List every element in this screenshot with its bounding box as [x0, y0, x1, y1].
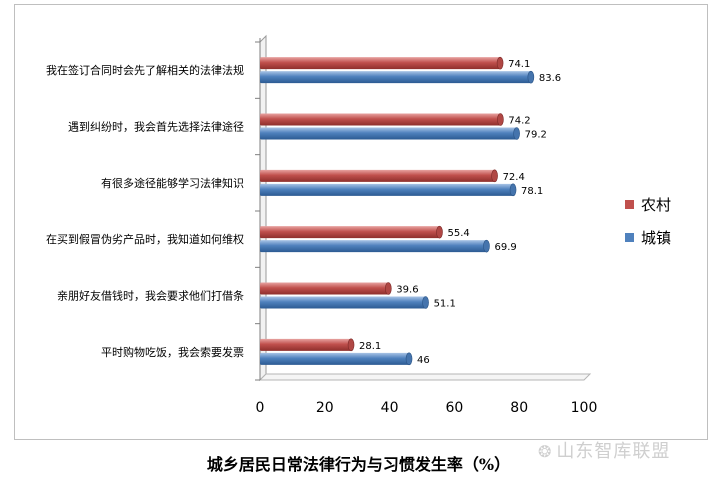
category-label: 遇到纠纷时，我会首先选择法律途径	[68, 120, 244, 134]
x-tick-label: 0	[256, 400, 265, 416]
category-label: 平时购物吃饭，我会索要发票	[101, 345, 244, 359]
bar-urban	[260, 127, 520, 140]
watermark-text: 山东智库联盟	[556, 441, 671, 462]
wechat-icon: ❂	[538, 442, 553, 461]
bar-urban	[260, 352, 413, 366]
data-label: 78.1	[521, 186, 543, 197]
data-label: 83.6	[539, 73, 561, 84]
axis-side-wall	[259, 34, 267, 382]
category-label: 有很多途径能够学习法律知识	[101, 176, 244, 190]
bar-urban	[260, 70, 535, 84]
legend-label: 城镇	[641, 229, 671, 247]
data-label: 79.2	[525, 130, 547, 141]
legend-swatch	[625, 200, 634, 209]
data-label: 72.4	[503, 172, 525, 183]
bar-rural	[260, 56, 504, 70]
data-label: 55.4	[447, 228, 469, 239]
chart-svg: 0 20 40 60 80 100 我在签订合同时会先了解相关的法律法规 74.1 83.6 遇到…	[46, 34, 671, 416]
x-tick-label: 100	[571, 400, 598, 416]
data-label: 51.1	[434, 299, 456, 310]
data-label: 46	[417, 355, 430, 366]
plot-area: 0 20 40 60 80 100 我在签订合同时会先了解相关的法律法规 74.1 83.6 遇到…	[46, 34, 598, 416]
bar-urban	[260, 183, 517, 197]
data-label: 69.9	[494, 242, 516, 253]
chart-frame: 0 20 40 60 80 100 我在签订合同时会先了解相关的法律法规 74.1 83.6 遇到…	[14, 4, 708, 440]
axis-floor	[258, 373, 592, 381]
data-label: 39.6	[396, 285, 418, 296]
legend-label: 农村	[641, 196, 671, 214]
watermark: ❂ 山东智库联盟	[538, 437, 670, 463]
legend-swatch	[625, 233, 634, 242]
data-label: 28.1	[359, 341, 381, 352]
bar-rural	[260, 113, 504, 126]
bar-urban	[260, 296, 429, 309]
x-tick-label: 40	[381, 400, 399, 416]
x-tick-label: 80	[510, 400, 528, 416]
data-label: 74.1	[508, 59, 530, 70]
category-label: 我在签订合同时会先了解相关的法律法规	[46, 63, 244, 77]
data-label: 74.2	[508, 116, 530, 127]
x-tick-label: 60	[445, 400, 463, 416]
x-tick-label: 20	[316, 400, 334, 416]
bar-rural	[260, 282, 392, 295]
bar-rural	[260, 225, 443, 239]
chart-title: 城乡居民日常法律行为与习惯发生率（%）	[206, 455, 511, 474]
category-label: 在买到假冒伪劣产品时，我知道如何维权	[46, 232, 244, 246]
bar-urban	[260, 239, 490, 253]
bar-rural	[260, 338, 355, 352]
bar-rural	[260, 169, 498, 183]
category-label: 亲朋好友借钱时，我会要求他们打借条	[57, 289, 244, 303]
